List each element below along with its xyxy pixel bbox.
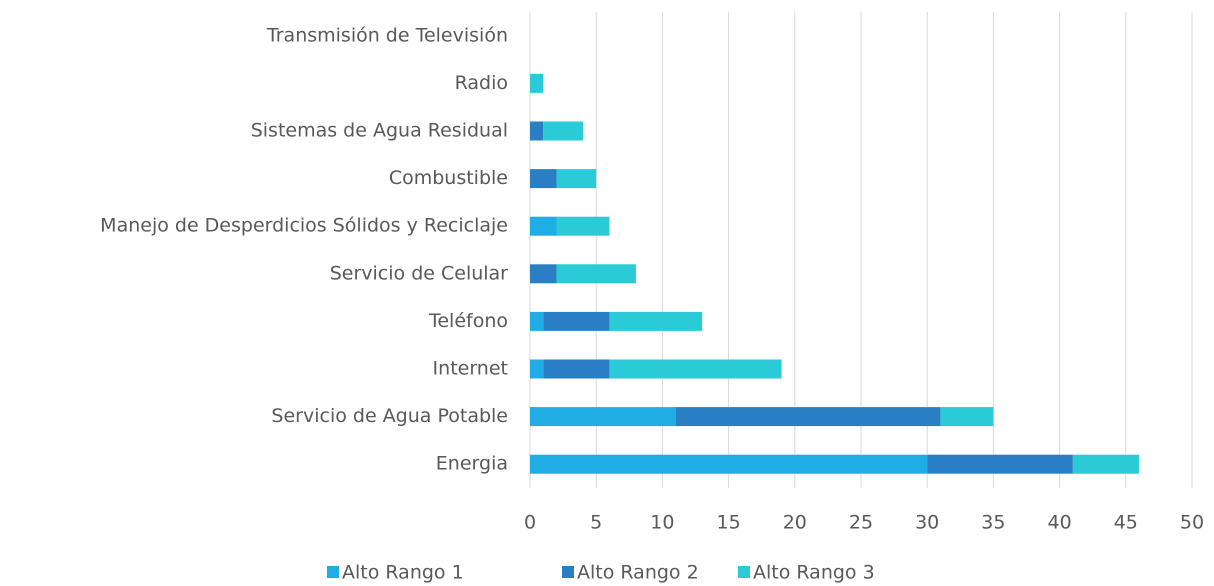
bar-segment <box>940 407 994 427</box>
x-tick-label: 50 <box>1180 512 1204 534</box>
bar-segment <box>543 359 610 379</box>
y-tick-label: Teléfono <box>428 310 508 332</box>
bar-segment <box>530 407 676 427</box>
bar-segment <box>530 216 557 236</box>
bar-segment <box>556 169 597 189</box>
legend-label: Alto Rango 1 <box>342 562 464 584</box>
bar-segment <box>530 169 557 189</box>
x-tick-label: 45 <box>1114 512 1138 534</box>
x-tick-label: 40 <box>1048 512 1072 534</box>
y-tick-label: Transmisión de Televisión <box>266 24 508 46</box>
y-tick-label: Energia <box>436 453 508 475</box>
bar-segment <box>1072 454 1140 474</box>
x-tick-label: 20 <box>783 512 807 534</box>
bar-segment <box>609 311 703 331</box>
bar-segment <box>530 264 557 284</box>
bar-segment <box>530 73 544 93</box>
bar-segment <box>530 121 544 141</box>
x-tick-label: 0 <box>524 512 536 534</box>
y-tick-label: Servicio de Agua Potable <box>271 405 508 427</box>
y-tick-label: Internet <box>433 358 508 380</box>
x-tick-label: 10 <box>650 512 674 534</box>
bar-segment <box>556 216 610 236</box>
legend-swatch <box>738 566 750 578</box>
bar-segment <box>927 454 1073 474</box>
bar-segment <box>556 264 636 284</box>
y-tick-label: Sistemas de Agua Residual <box>251 120 508 142</box>
legend-swatch <box>327 566 339 578</box>
x-tick-label: 30 <box>915 512 939 534</box>
x-tick-label: 25 <box>849 512 873 534</box>
bar-segment <box>530 454 928 474</box>
x-tick-label: 5 <box>590 512 602 534</box>
legend-label: Alto Rango 3 <box>753 562 875 584</box>
bar-segment <box>675 407 941 427</box>
y-tick-label: Radio <box>455 72 508 94</box>
bar-segment <box>543 121 583 141</box>
legend-swatch <box>562 566 574 578</box>
x-tick-label: 35 <box>981 512 1005 534</box>
bar-segment <box>543 311 610 331</box>
bar-segment <box>530 359 544 379</box>
bar-segment <box>530 311 544 331</box>
x-tick-label: 15 <box>717 512 741 534</box>
y-tick-label: Servicio de Celular <box>330 262 508 284</box>
y-tick-label: Combustible <box>389 167 508 189</box>
bar-segment <box>609 359 782 379</box>
y-tick-label: Manejo de Desperdicios Sólidos y Recicla… <box>100 215 508 237</box>
legend-label: Alto Rango 2 <box>577 562 699 584</box>
